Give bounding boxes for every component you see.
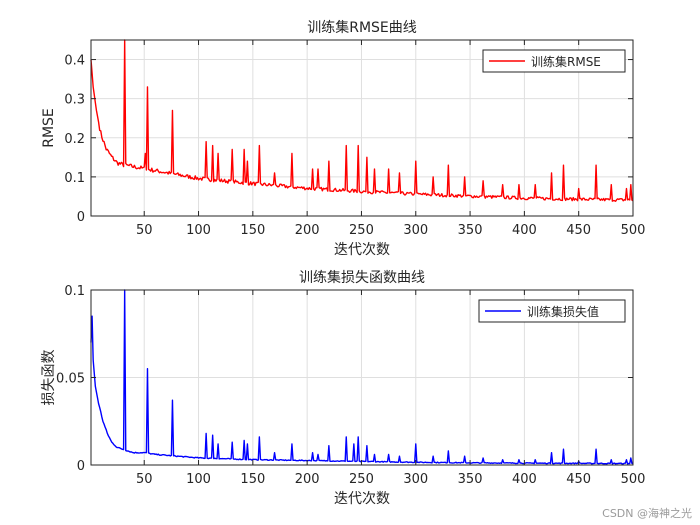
chart1-legend-label: 训练集RMSE	[531, 54, 601, 69]
chart2-title: 训练集损失函数曲线	[299, 269, 425, 286]
chart1-y-tick-label: 0.3	[64, 93, 85, 108]
chart1-x-tick-label: 150	[240, 223, 265, 238]
chart1-x-tick-label: 500	[621, 223, 646, 238]
chart1-x-axis-label: 迭代次数	[334, 242, 390, 258]
chart1-x-tick-label: 50	[136, 223, 153, 238]
chart2-y-tick-label: 0.05	[56, 372, 85, 387]
chart1-y-tick-label: 0	[77, 210, 85, 225]
chart2-x-tick-label: 250	[349, 472, 374, 487]
chart1-legend-box	[482, 49, 626, 73]
chart1-y-tick-label: 0.1	[64, 171, 85, 186]
chart2-x-tick-label: 300	[403, 472, 428, 487]
chart2-x-tick-label: 500	[621, 472, 646, 487]
chart2-y-tick-label: 0.1	[64, 284, 85, 299]
chart1-x-tick-label: 400	[512, 223, 537, 238]
watermark-text: CSDN @海神之光	[602, 507, 692, 520]
chart2-series-line	[90, 289, 634, 465]
chart2-group: 50 100 150 200 250 300 350 400 450 500 0 0.05 0.1 训练集…	[41, 269, 645, 507]
chart2-x-tick-label: 200	[295, 472, 320, 487]
chart1-axes-box	[90, 39, 634, 217]
chart1-x-tick-label: 300	[403, 223, 428, 238]
chart2-x-tick-label: 450	[566, 472, 591, 487]
chart1-x-tick-label: 250	[349, 223, 374, 238]
chart2-y-axis-label: 损失函数	[41, 350, 57, 406]
chart1-x-tick-label: 350	[458, 223, 483, 238]
chart2-legend-label: 训练集损失值	[527, 304, 599, 319]
chart1-y-tick-label: 0.4	[64, 54, 85, 69]
chart2-legend-box	[478, 299, 626, 323]
chart1-x-tick-label: 450	[566, 223, 591, 238]
chart2-x-tick-label: 150	[240, 472, 265, 487]
chart1-x-tick-label: 100	[186, 223, 211, 238]
chart2-x-tick-label: 350	[458, 472, 483, 487]
chart1-series-line	[90, 39, 634, 202]
chart2-x-axis-label: 迭代次数	[334, 491, 390, 507]
chart2-x-tick-label: 100	[186, 472, 211, 487]
chart2-x-tick-label: 50	[136, 472, 153, 487]
chart2-y-tick-label: 0	[77, 459, 85, 474]
chart2-x-tick-label: 400	[512, 472, 537, 487]
chart1-y-tick-label: 0.2	[64, 132, 85, 147]
chart1-y-axis-label: RMSE	[41, 108, 57, 148]
chart1-title: 训练集RMSE曲线	[307, 19, 417, 36]
chart1-x-tick-label: 200	[295, 223, 320, 238]
chart1-group: 50 100 150 200 250 300 350 400 450 500 0 0.1 0.2 0.3 0…	[41, 19, 645, 258]
